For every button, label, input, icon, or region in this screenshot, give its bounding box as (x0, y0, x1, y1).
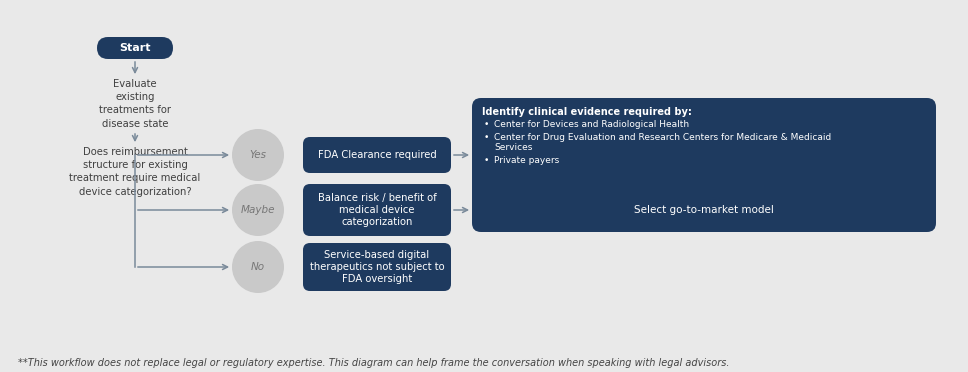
Circle shape (232, 129, 284, 181)
Text: Service-based digital
therapeutics not subject to
FDA oversight: Service-based digital therapeutics not s… (310, 250, 444, 283)
Text: Evaluate
existing
treatments for
disease state: Evaluate existing treatments for disease… (99, 79, 171, 129)
Text: Center for Drug Evaluation and Research Centers for Medicare & Medicaid
Services: Center for Drug Evaluation and Research … (494, 133, 832, 153)
Circle shape (232, 184, 284, 236)
FancyBboxPatch shape (472, 98, 936, 210)
Text: •: • (484, 156, 490, 165)
Text: No: No (251, 262, 265, 272)
FancyBboxPatch shape (472, 188, 936, 232)
Text: FDA Clearance required: FDA Clearance required (318, 150, 437, 160)
Text: Identify clinical evidence required by:: Identify clinical evidence required by: (482, 107, 692, 117)
FancyBboxPatch shape (303, 243, 451, 291)
Text: Private payers: Private payers (494, 156, 560, 165)
Text: Does reimbursement
structure for existing
treatment require medical
device categ: Does reimbursement structure for existin… (70, 147, 200, 196)
Text: Maybe: Maybe (241, 205, 275, 215)
FancyBboxPatch shape (303, 184, 451, 236)
FancyBboxPatch shape (303, 137, 451, 173)
FancyBboxPatch shape (97, 37, 173, 59)
Text: Yes: Yes (250, 150, 266, 160)
Circle shape (232, 241, 284, 293)
Text: •: • (484, 120, 490, 129)
Text: **This workflow does not replace legal or regulatory expertise. This diagram can: **This workflow does not replace legal o… (18, 358, 730, 368)
Text: •: • (484, 133, 490, 142)
Text: Start: Start (119, 43, 151, 53)
Text: Balance risk / benefit of
medical device
categorization: Balance risk / benefit of medical device… (318, 193, 437, 227)
Text: Select go-to-market model: Select go-to-market model (634, 205, 774, 215)
Text: Center for Devices and Radiological Health: Center for Devices and Radiological Heal… (494, 120, 689, 129)
